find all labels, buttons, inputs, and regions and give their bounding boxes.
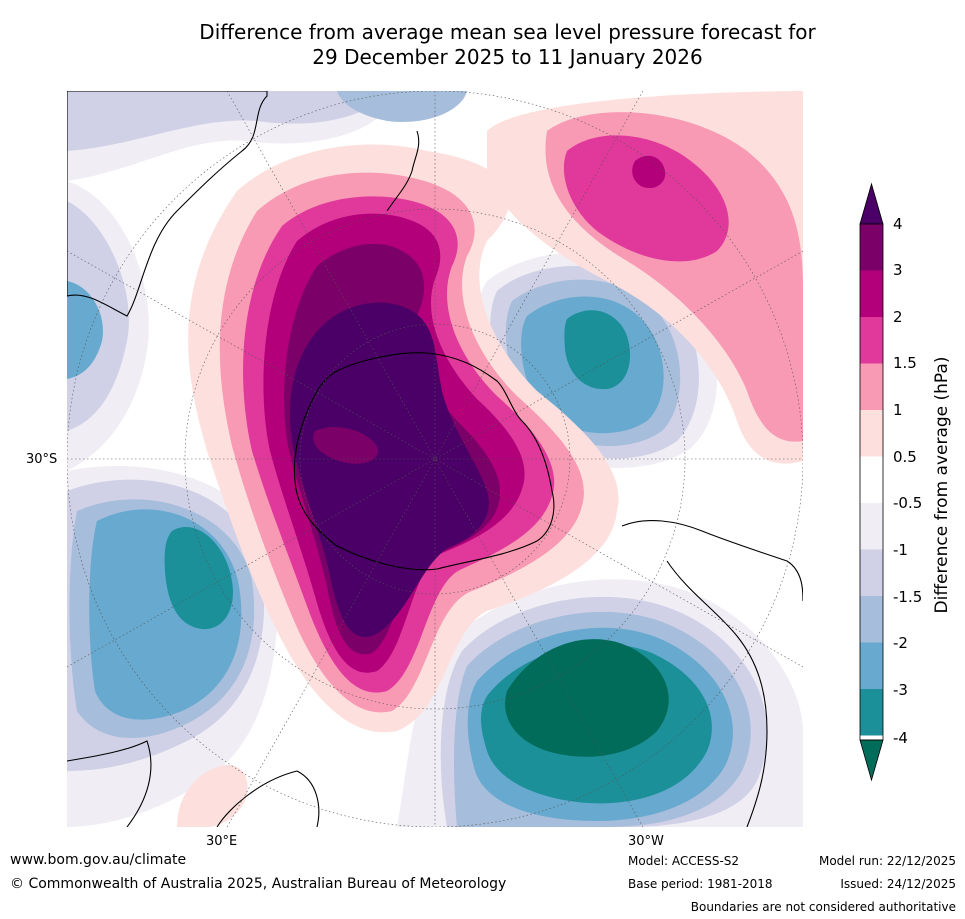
colorbar-band-neg3-to-neg4 [860, 689, 883, 736]
colorbar-tick-neg0-5: -0.5 [893, 494, 923, 512]
south-america-coastline [621, 520, 803, 827]
boundaries-disclaimer: Boundaries are not considered authoritat… [690, 900, 956, 914]
colorbar-tick-neg3: -3 [893, 681, 908, 699]
longitude-label-30e: 30°E [206, 834, 238, 849]
anomaly-neg3-indian [164, 527, 233, 630]
meridian-line-5 [67, 250, 803, 668]
colorbar-band-neg15-to-neg2 [860, 596, 883, 643]
anomaly-neg1-top [67, 91, 387, 151]
colorbar-tick-neg2: -2 [893, 634, 908, 652]
meridian-line-6 [67, 250, 803, 668]
meridian-line-4 [226, 91, 644, 827]
africa-coastline [67, 740, 320, 827]
colorbar-arrow-top [859, 182, 884, 225]
graticule-circle-mid [184, 208, 686, 710]
anomaly-neg3-pacific [564, 310, 631, 390]
colorbar-band-4-to-3 [860, 224, 883, 271]
title-line-1: Difference from average mean sea level p… [199, 20, 816, 44]
anomaly-pos4-main [290, 302, 489, 637]
antarctica-coastline [293, 352, 555, 571]
issued-info: Issued: 24/12/2025 [840, 877, 956, 891]
map-title: Difference from average mean sea level p… [0, 20, 965, 70]
anomaly-neg2-left-edge [67, 281, 103, 379]
colorbar-tick-3: 3 [893, 261, 903, 279]
colorbar-band-3-to-2 [860, 270, 883, 317]
anomaly-pos2-northeast [632, 155, 666, 189]
colorbar-band-15-to-1 [860, 363, 883, 410]
anomaly-neg4-atlantic [505, 639, 669, 757]
colorbar-band-2-to-15 [860, 317, 883, 364]
longitude-label-30w: 30°W [628, 834, 664, 849]
colorbar-tick-neg1-5: -1.5 [893, 588, 923, 606]
colorbar-band-neg05-to-neg1 [860, 503, 883, 550]
colorbar-tick-1-5: 1.5 [893, 354, 917, 372]
australia-coastline [67, 91, 268, 317]
base-period-info: Base period: 1981-2018 [628, 877, 773, 891]
colorbar-tick-0-5: 0.5 [893, 448, 917, 466]
anomaly-neg15-top [337, 91, 467, 122]
colorbar-tick-4: 4 [893, 215, 903, 233]
colorbar-tick-2: 2 [893, 308, 903, 326]
colorbar-tick-neg1: -1 [893, 541, 908, 559]
title-line-2: 29 December 2025 to 11 January 2026 [312, 45, 703, 69]
colorbar-tick-neg4: -4 [893, 729, 908, 747]
latitude-label-30s: 30°S [26, 452, 58, 467]
model-info: Model: ACCESS-S2 [628, 854, 740, 868]
anomaly-pos3-inset [313, 426, 378, 464]
colorbar-arrow-bottom [859, 739, 884, 782]
colorbar [859, 182, 884, 782]
anomaly-pos15-northeast [563, 135, 729, 262]
colorbar-tick-1: 1 [893, 401, 903, 419]
anomaly-map [67, 91, 803, 827]
colorbar-title: Difference from average (hPa) [932, 356, 952, 614]
copyright-text: © Commonwealth of Australia 2025, Austra… [10, 876, 507, 892]
colorbar-frame [859, 223, 884, 741]
colorbar-band-neg2-to-neg3 [860, 642, 883, 689]
website-link[interactable]: www.bom.gov.au/climate [10, 852, 187, 868]
model-run-info: Model run: 22/12/2025 [818, 854, 956, 868]
colorbar-band-1-to-05 [860, 410, 883, 457]
colorbar-band-05-to-neg05 [860, 456, 883, 503]
new-zealand-coastline [386, 130, 420, 212]
graticule-circle-inner [299, 323, 571, 595]
colorbar-band-neg1-to-neg15 [860, 549, 883, 596]
meridian-line-3 [226, 91, 644, 827]
